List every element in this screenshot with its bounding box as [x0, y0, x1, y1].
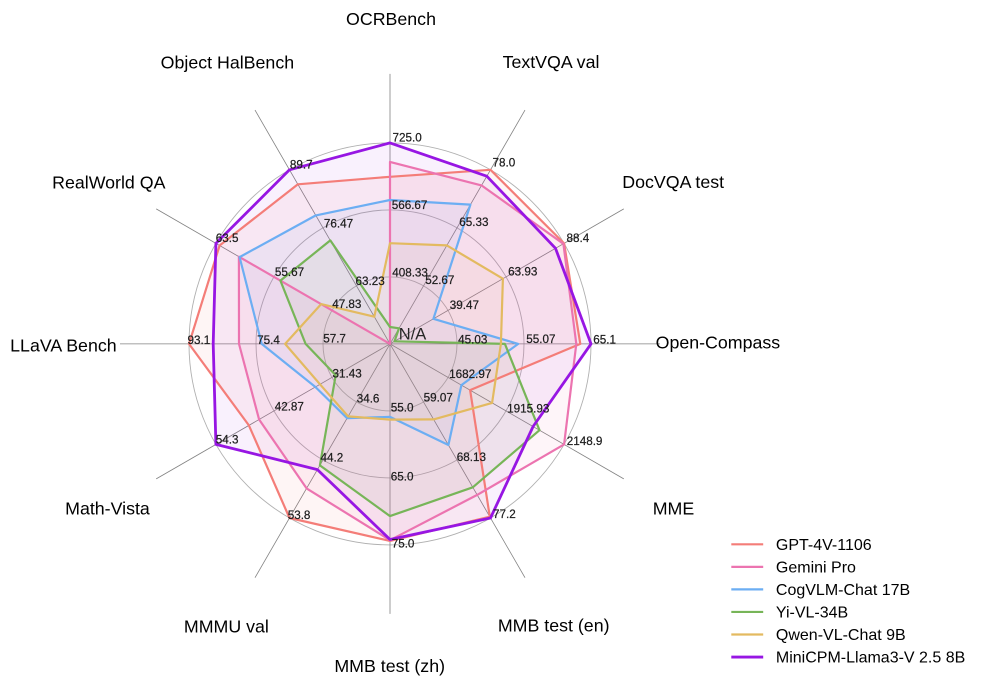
svg-text:59.07: 59.07	[424, 392, 453, 405]
svg-text:63.23: 63.23	[356, 275, 385, 288]
svg-text:75.4: 75.4	[257, 334, 280, 347]
svg-text:54.3: 54.3	[216, 434, 239, 447]
svg-text:39.47: 39.47	[450, 299, 479, 312]
svg-text:77.2: 77.2	[493, 508, 516, 521]
svg-text:88.4: 88.4	[567, 232, 590, 245]
svg-text:N/A: N/A	[399, 325, 427, 343]
svg-text:55.67: 55.67	[275, 266, 304, 279]
svg-text:63.5: 63.5	[216, 232, 239, 245]
svg-text:76.47: 76.47	[324, 217, 353, 230]
svg-text:55.07: 55.07	[526, 333, 555, 346]
svg-text:47.83: 47.83	[332, 298, 361, 311]
svg-text:Yi-VL-34B: Yi-VL-34B	[776, 605, 848, 622]
svg-text:408.33: 408.33	[392, 267, 428, 280]
svg-text:42.87: 42.87	[275, 401, 304, 414]
svg-text:65.0: 65.0	[391, 470, 414, 483]
svg-text:RealWorld QA: RealWorld QA	[52, 172, 165, 192]
svg-text:31.43: 31.43	[333, 367, 362, 380]
svg-text:1915.93: 1915.93	[507, 402, 549, 415]
svg-text:566.67: 566.67	[392, 199, 428, 212]
svg-text:34.6: 34.6	[357, 393, 380, 406]
svg-text:Gemini Pro: Gemini Pro	[776, 559, 856, 576]
svg-text:57.7: 57.7	[323, 333, 346, 346]
svg-text:MMB test (zh): MMB test (zh)	[334, 656, 445, 676]
svg-text:GPT-4V-1106: GPT-4V-1106	[776, 537, 872, 554]
svg-text:DocVQA test: DocVQA test	[622, 172, 724, 192]
svg-text:MMMU val: MMMU val	[184, 616, 269, 636]
svg-text:68.13: 68.13	[457, 451, 486, 464]
svg-text:MiniCPM-Llama3-V 2.5 8B: MiniCPM-Llama3-V 2.5 8B	[776, 650, 965, 667]
svg-text:CogVLM-Chat 17B: CogVLM-Chat 17B	[776, 582, 910, 599]
svg-text:55.0: 55.0	[391, 401, 414, 414]
svg-text:2148.9: 2148.9	[567, 435, 603, 448]
svg-text:65.33: 65.33	[459, 216, 488, 229]
svg-text:89.7: 89.7	[290, 159, 313, 172]
svg-text:93.1: 93.1	[188, 334, 211, 347]
svg-text:Qwen-VL-Chat 9B: Qwen-VL-Chat 9B	[776, 627, 906, 644]
svg-text:Open-Compass: Open-Compass	[656, 332, 781, 352]
svg-text:TextVQA val: TextVQA val	[503, 52, 600, 72]
svg-text:LLaVA Bench: LLaVA Bench	[10, 336, 116, 356]
svg-text:65.1: 65.1	[593, 333, 616, 346]
svg-text:OCRBench: OCRBench	[346, 9, 436, 29]
svg-text:MME: MME	[653, 498, 695, 518]
svg-text:53.8: 53.8	[288, 509, 311, 522]
svg-text:45.03: 45.03	[458, 333, 487, 346]
svg-text:725.0: 725.0	[393, 132, 423, 145]
svg-text:1682.97: 1682.97	[449, 368, 491, 381]
svg-text:Math-Vista: Math-Vista	[65, 498, 150, 518]
svg-text:63.93: 63.93	[508, 266, 537, 279]
svg-text:MMB test (en): MMB test (en)	[498, 616, 610, 636]
svg-text:52.67: 52.67	[425, 274, 454, 287]
svg-text:75.0: 75.0	[392, 538, 415, 551]
svg-text:78.0: 78.0	[493, 157, 516, 170]
svg-text:Object HalBench: Object HalBench	[161, 52, 294, 72]
svg-text:44.2: 44.2	[321, 451, 344, 464]
